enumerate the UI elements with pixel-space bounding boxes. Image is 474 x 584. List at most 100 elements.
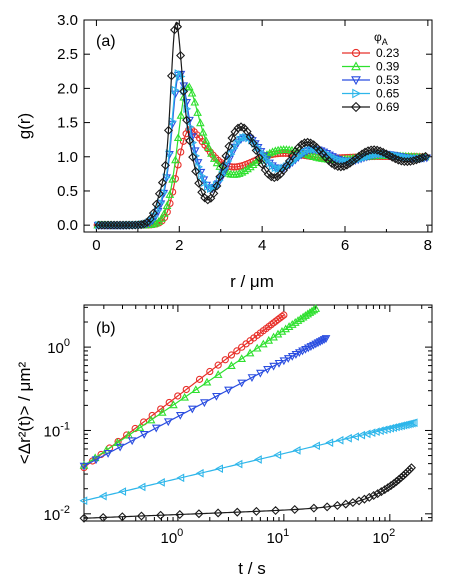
legend-items: 0.230.390.530.650.69 xyxy=(342,46,400,114)
b-point-0.53 xyxy=(269,362,278,371)
a-point-0.69 xyxy=(179,86,189,96)
b-point-0.53 xyxy=(151,424,161,433)
a-point-0.69 xyxy=(191,166,201,176)
b-point-0.69 xyxy=(332,501,342,511)
a-point-0.39 xyxy=(159,208,169,217)
a-point-0.39 xyxy=(270,146,280,155)
legend-title: φA xyxy=(374,30,388,47)
b-point-0.65 xyxy=(137,482,146,492)
panel-b: (b) t / s <Δr²(t)> / μm² 100 101 10210-210… xyxy=(15,304,433,578)
b-point-0.53 xyxy=(247,374,257,383)
b-point-0.65 xyxy=(351,432,359,441)
b-point-0.65 xyxy=(273,450,282,460)
a-xtick-label: 4 xyxy=(258,237,266,254)
legend-marker-0.69 xyxy=(350,101,362,113)
a-point-0.69 xyxy=(333,161,343,172)
a-ytick-label: 1.0 xyxy=(57,149,78,166)
a-point-0.69 xyxy=(345,158,355,168)
a-point-0.69 xyxy=(100,220,110,230)
b-point-0.69 xyxy=(290,504,300,515)
a-ytick-label: 0.5 xyxy=(57,183,78,200)
b-ytick-label: 10-2 xyxy=(44,504,70,524)
b-point-0.69 xyxy=(389,479,399,489)
a-point-0.69 xyxy=(218,161,228,171)
a-point-0.39 xyxy=(265,148,275,157)
b-point-0.65 xyxy=(195,468,204,478)
b-point-0.23 xyxy=(214,361,222,369)
b-series-0.69 xyxy=(79,463,416,523)
a-point-0.69 xyxy=(245,132,255,142)
a-point-0.39 xyxy=(268,147,277,156)
a-point-0.69 xyxy=(142,217,152,227)
b-point-0.39 xyxy=(277,326,287,335)
a-point-0.69 xyxy=(303,137,313,147)
panel-b-frame xyxy=(83,304,433,522)
b-point-0.69 xyxy=(79,513,89,523)
legend-label-0.69: 0.69 xyxy=(376,100,400,114)
a-series-0.23 xyxy=(93,125,430,229)
b-point-0.53 xyxy=(224,386,233,395)
a-point-0.69 xyxy=(369,145,379,155)
a-point-0.69 xyxy=(176,50,186,61)
b-point-0.53 xyxy=(237,379,247,388)
b-xtick-label: 102 xyxy=(372,527,395,547)
a-point-0.69 xyxy=(163,125,173,135)
a-point-0.39 xyxy=(207,148,216,157)
b-point-0.39 xyxy=(157,407,167,416)
legend-label-0.65: 0.65 xyxy=(376,87,400,101)
a-ytick-label: 0.0 xyxy=(57,217,78,234)
b-point-0.39 xyxy=(213,370,223,378)
a-point-0.39 xyxy=(251,158,261,166)
a-point-0.69 xyxy=(227,133,237,143)
b-point-0.53 xyxy=(291,351,301,359)
b-point-0.69 xyxy=(396,473,406,483)
b-point-0.39 xyxy=(245,348,255,357)
legend-label-0.39: 0.39 xyxy=(376,60,400,74)
b-point-0.53 xyxy=(103,450,113,458)
a-point-0.69 xyxy=(139,219,149,229)
a-point-0.39 xyxy=(212,158,222,167)
a-point-0.69 xyxy=(221,151,231,161)
a-point-0.65 xyxy=(171,85,180,95)
a-point-0.39 xyxy=(190,97,200,106)
a-point-0.69 xyxy=(94,220,104,230)
a-point-0.65 xyxy=(218,170,227,180)
b-point-0.39 xyxy=(258,339,268,348)
b-point-0.69 xyxy=(341,499,351,509)
a-point-0.69 xyxy=(414,154,425,164)
b-point-0.39 xyxy=(309,305,319,314)
a-point-0.69 xyxy=(272,172,282,182)
b-series-0.23 xyxy=(80,311,288,472)
b-point-0.39 xyxy=(202,377,212,386)
a-point-0.53 xyxy=(185,116,194,125)
a-point-0.69 xyxy=(297,140,307,150)
panel-a-legend: φA 0.230.390.530.650.69 xyxy=(342,30,400,114)
a-point-0.53 xyxy=(188,133,197,142)
b-point-0.69 xyxy=(376,487,386,497)
b-xtick-label: 101 xyxy=(266,527,289,547)
b-point-0.23 xyxy=(182,385,190,394)
a-point-0.69 xyxy=(396,156,406,166)
a-point-0.69 xyxy=(166,71,177,81)
b-point-0.69 xyxy=(383,483,393,493)
a-point-0.69 xyxy=(251,145,261,155)
a-ytick-label: 1.5 xyxy=(57,115,78,132)
a-point-0.39 xyxy=(184,82,194,91)
b-point-0.53 xyxy=(287,352,297,361)
b-point-0.69 xyxy=(156,510,166,520)
b-point-0.65 xyxy=(391,422,400,432)
b-point-0.69 xyxy=(405,465,415,475)
b-point-0.23 xyxy=(165,398,173,407)
a-point-0.69 xyxy=(106,220,116,230)
b-point-0.65 xyxy=(312,441,320,451)
a-point-0.69 xyxy=(257,159,267,169)
b-point-0.53 xyxy=(263,366,272,374)
a-ytick-label: 2.0 xyxy=(57,80,78,97)
b-point-0.69 xyxy=(271,505,281,516)
b-point-0.53 xyxy=(115,443,125,452)
a-point-0.69 xyxy=(160,160,170,170)
panel-a-ticks: 0 2 4 6 8 0.0 0.5 1.0 1.5 2.0 2.5 3.0 xyxy=(57,12,432,254)
b-point-0.69 xyxy=(359,494,369,504)
panel-a-ylabel: g(r) xyxy=(15,113,34,139)
